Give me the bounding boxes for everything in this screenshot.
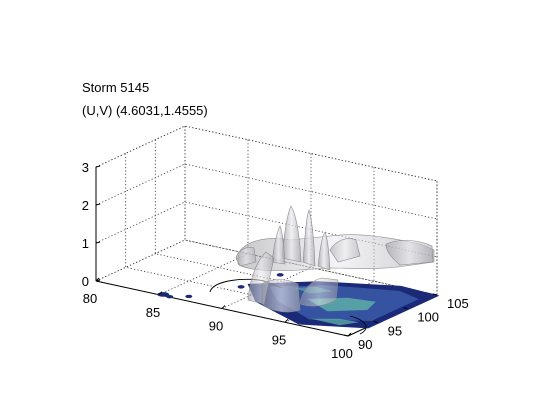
x-tick-label: 80 <box>83 291 97 306</box>
floor-blob <box>276 273 284 277</box>
y-tick-mark <box>403 307 408 310</box>
floor-blob <box>166 294 174 299</box>
z-tick-mark <box>95 241 101 244</box>
z-tick-mark <box>95 203 101 206</box>
floor-teal-patch <box>311 318 360 326</box>
z-axis-ticks: 0 1 2 3 <box>82 160 101 289</box>
isosurface-wall <box>235 247 257 267</box>
isosurface-plateau <box>385 240 434 266</box>
z-tick-label: 2 <box>82 198 89 213</box>
isosurface-wall <box>261 279 301 313</box>
isosurface-spire <box>281 205 302 263</box>
x-tick-label: 100 <box>331 346 353 361</box>
x-tick-mark <box>158 291 163 296</box>
isosurface-group <box>235 205 435 313</box>
chart-title-line2: (U,V) (4.6031,1.4555) <box>82 103 208 118</box>
y-axis-ticks: 90 95 100 105 <box>343 293 469 352</box>
y-tick-mark <box>373 320 378 323</box>
y-tick-mark <box>343 334 349 337</box>
grid-line-x <box>158 139 249 296</box>
x-axis-ticks: 80 85 90 95 100 <box>83 277 353 361</box>
grid-top-edge <box>95 125 438 182</box>
y-tick-mark <box>432 293 438 296</box>
x-tick-label: 90 <box>209 319 223 334</box>
isosurface-spire <box>271 225 286 265</box>
grid-line-x <box>95 126 186 282</box>
x-tick-mark <box>221 305 226 309</box>
z-tick-label: 0 <box>82 274 89 289</box>
footprint-outline <box>349 315 367 335</box>
grid-line-y <box>184 126 438 296</box>
y-tick-label: 90 <box>358 337 372 352</box>
y-tick-label: 105 <box>447 296 469 311</box>
isosurface-wall <box>299 277 339 307</box>
z-tick-mark <box>95 165 101 168</box>
x-tick-mark <box>284 318 289 323</box>
floor-blob <box>185 294 193 299</box>
isosurface-spire <box>302 209 316 267</box>
grid-line-z <box>95 125 438 182</box>
x-tick-mark <box>95 277 100 282</box>
y-tick-label: 100 <box>417 310 439 325</box>
grid-line-z <box>95 163 438 220</box>
chart-title-line1: Storm 5145 <box>82 80 149 95</box>
isosurface-wall <box>329 238 361 263</box>
grid-line-x <box>221 153 312 309</box>
z-tick-label: 1 <box>82 236 89 251</box>
floor-blob <box>237 285 245 289</box>
isosurface-spire <box>317 231 331 271</box>
grid-line-x <box>284 167 375 323</box>
x-tick-label: 85 <box>146 305 160 320</box>
x-tick-mark <box>347 332 352 337</box>
x-tick-label: 95 <box>272 332 286 347</box>
z-tick-label: 3 <box>82 160 89 175</box>
y-tick-label: 95 <box>388 323 402 338</box>
